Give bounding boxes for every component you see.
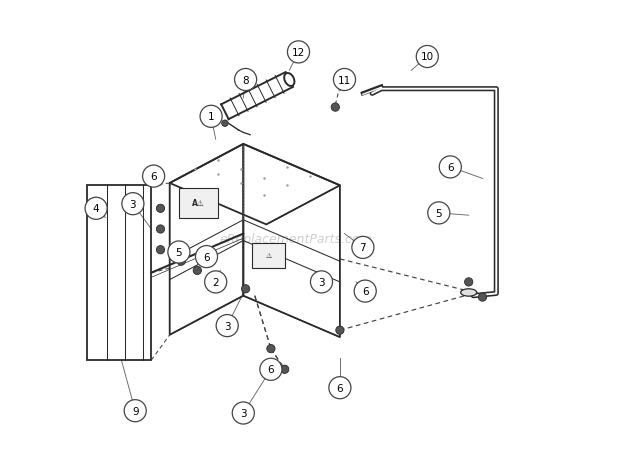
Text: 5: 5	[175, 247, 182, 257]
Ellipse shape	[461, 289, 477, 297]
Circle shape	[122, 193, 144, 215]
Circle shape	[281, 365, 289, 374]
Circle shape	[143, 166, 165, 188]
Circle shape	[315, 274, 324, 282]
Circle shape	[439, 157, 461, 179]
Circle shape	[124, 400, 146, 422]
Text: 6: 6	[203, 252, 210, 262]
Circle shape	[195, 246, 218, 268]
Circle shape	[288, 42, 309, 64]
Text: ⚠: ⚠	[265, 253, 272, 259]
FancyBboxPatch shape	[252, 243, 285, 269]
Circle shape	[241, 285, 250, 293]
Text: 7: 7	[360, 243, 366, 253]
Text: 2: 2	[213, 277, 219, 287]
Text: eReplacementParts.com: eReplacementParts.com	[220, 232, 373, 245]
Circle shape	[260, 358, 282, 381]
Text: 9: 9	[132, 406, 138, 416]
Circle shape	[205, 271, 227, 293]
Circle shape	[193, 267, 202, 275]
Text: 10: 10	[421, 52, 434, 62]
Text: 8: 8	[242, 75, 249, 85]
Circle shape	[156, 225, 165, 234]
Text: 6: 6	[447, 162, 454, 173]
Circle shape	[216, 315, 238, 337]
Text: 6: 6	[268, 364, 274, 375]
Circle shape	[331, 104, 339, 112]
Circle shape	[311, 271, 332, 293]
Text: 11: 11	[338, 75, 351, 85]
Circle shape	[156, 246, 165, 254]
Text: 3: 3	[224, 321, 231, 331]
Circle shape	[329, 377, 351, 399]
Text: 6: 6	[150, 172, 157, 182]
Text: 4: 4	[93, 204, 99, 214]
Circle shape	[336, 326, 344, 335]
Text: A⚠: A⚠	[192, 199, 205, 207]
Circle shape	[168, 241, 190, 263]
Circle shape	[428, 202, 450, 224]
Text: 12: 12	[292, 48, 305, 58]
Circle shape	[156, 205, 165, 213]
Circle shape	[267, 345, 275, 353]
Circle shape	[354, 280, 376, 302]
Text: 6: 6	[362, 286, 368, 297]
Circle shape	[177, 257, 185, 266]
Circle shape	[416, 46, 438, 68]
Circle shape	[85, 198, 107, 220]
Text: 3: 3	[318, 277, 325, 287]
FancyBboxPatch shape	[179, 188, 218, 218]
Text: 1: 1	[208, 112, 215, 122]
Circle shape	[232, 402, 254, 424]
Text: 6: 6	[337, 383, 343, 393]
Circle shape	[200, 106, 222, 128]
Circle shape	[334, 69, 355, 91]
Circle shape	[479, 293, 487, 302]
Circle shape	[234, 69, 257, 91]
Text: 3: 3	[130, 199, 136, 209]
Text: 5: 5	[435, 208, 442, 218]
Text: 3: 3	[240, 408, 247, 418]
Circle shape	[352, 237, 374, 259]
Circle shape	[464, 278, 473, 286]
Circle shape	[222, 121, 228, 127]
